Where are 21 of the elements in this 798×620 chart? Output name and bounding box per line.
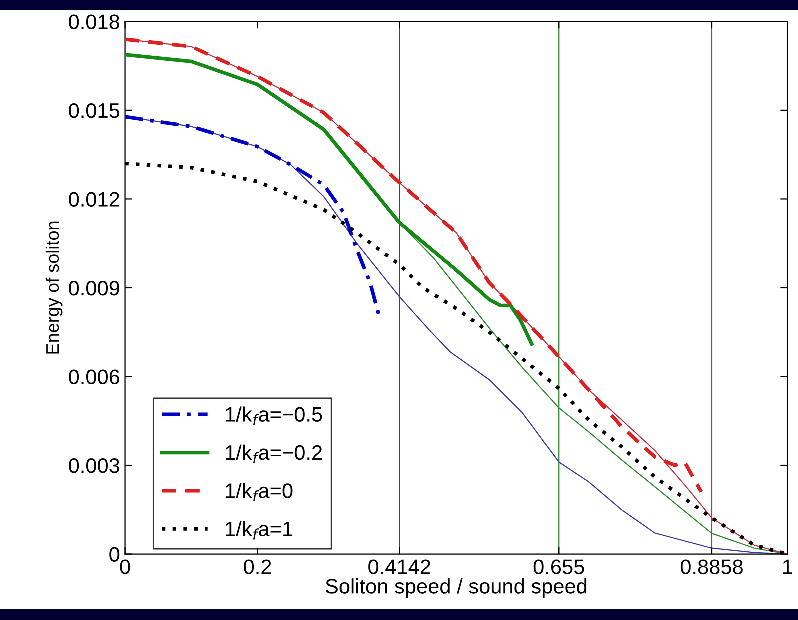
line-series [125, 115, 381, 317]
line-series [125, 53, 534, 346]
y-tick-label: 0.009 [69, 280, 120, 296]
y-tick-label: 0.006 [69, 370, 120, 385]
x-tick-label: 0 [120, 560, 130, 574]
x-tick-label: 0.655 [534, 560, 584, 574]
y-tick-label: 0.003 [69, 458, 120, 474]
legend-label: 1/k$_{f}$a=−0.2 [226, 444, 322, 464]
legend-label: 1/k$_{f}$a=0 [226, 483, 293, 502]
x-tick-label: 1 [783, 560, 792, 574]
x-tick-label: 0.4142 [368, 560, 430, 574]
y-tick-label: 0 [110, 547, 120, 562]
x-tick-label: 0.8858 [680, 560, 743, 574]
y-tick-label: 0.018 [69, 14, 120, 30]
y-tick-label: 0.012 [69, 192, 120, 207]
legend-label: 1/k$_{f}$a=1 [226, 521, 293, 540]
x-axis-title: Soliton speed / sound speed [326, 578, 587, 598]
y-axis-title: Energy of soliton [46, 222, 63, 354]
y-tick-label: 0.015 [69, 103, 120, 118]
x-tick-label: 0.2 [244, 560, 272, 574]
legend-label: 1/k$_{f}$a=−0.5 [226, 406, 322, 426]
